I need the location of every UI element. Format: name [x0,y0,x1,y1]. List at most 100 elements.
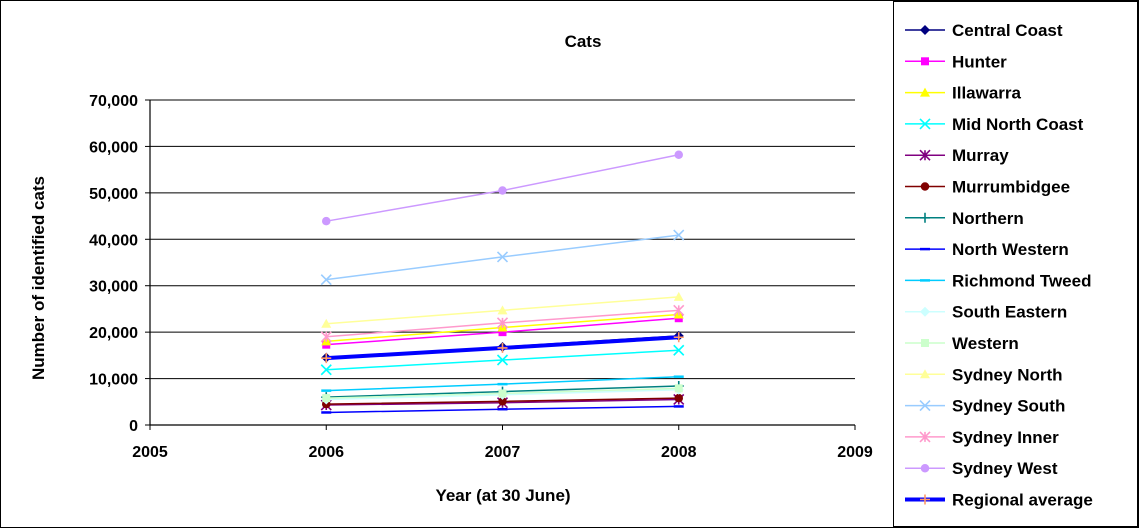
series-mid-north-coast [320,344,685,376]
data-point [921,57,929,66]
series-richmond-tweed [321,375,684,392]
y-tick-label: 30,000 [89,279,138,296]
data-point [919,431,931,443]
marker-circle [674,150,683,160]
legend-label: Richmond Tweed [952,271,1091,290]
marker-square [921,339,929,347]
x-tick-label: 2009 [837,444,873,461]
marker-diamond [920,306,930,317]
marker-x [320,274,332,286]
data-point [498,389,507,398]
marker-star [673,304,685,316]
y-axis-title: Number of identified cats [29,176,48,380]
data-point [496,354,509,366]
marker-plus [920,494,930,505]
data-point [920,306,930,317]
legend: Central Coast Hunter Illawarra Mid North Co… [905,21,1093,510]
data-point [498,328,507,337]
data-point [673,344,685,356]
marker-plus [673,332,684,343]
marker-star [919,149,931,161]
data-point [498,397,507,406]
legend-item: Sydney South [905,397,1065,416]
legend-item: Hunter [905,52,1007,71]
series-regional-average [321,332,684,364]
legend-label: Northern [952,209,1024,228]
legend-label: Sydney West [952,459,1058,478]
legend-item: South Eastern [905,303,1067,322]
data-point [920,87,930,97]
x-tick-label: 2008 [661,444,697,461]
data-point [673,332,684,343]
marker-plus [920,212,930,223]
series-western [322,384,683,403]
data-point [498,186,507,195]
marker-square [498,389,507,398]
data-point [322,394,331,403]
legend-item: Sydney North [905,365,1063,384]
marker-plus [497,342,508,353]
marker-triangle [497,305,508,315]
data-point [321,353,332,364]
marker-triangle [321,318,332,328]
legend-item: Illawarra [905,84,1022,103]
legend-item: Murrumbidgee [905,178,1070,197]
data-point [920,182,930,191]
series-north-western [321,405,684,414]
y-tick-label: 50,000 [89,186,138,203]
data-point [497,305,508,315]
legend-item: Central Coast [905,21,1063,40]
y-tick-label: 60,000 [89,139,138,156]
data-point [496,251,509,263]
data-point [921,339,929,347]
series-layer [320,150,685,414]
legend-item: Murray [905,146,1009,165]
marker-square [921,57,929,66]
data-point [674,393,683,403]
y-tick-label: 10,000 [89,372,138,389]
legend-label: Illawarra [952,84,1022,103]
legend-item: North Western [905,240,1069,259]
marker-x [919,400,931,412]
marker-diamond [920,25,930,35]
x-tick-label: 2007 [485,444,521,461]
marker-circle [322,216,331,226]
data-point [920,25,930,35]
marker-circle [920,463,930,473]
marker-x [496,251,509,263]
legend-item: Northern [905,209,1024,228]
marker-plus [321,353,332,364]
legend-label: North Western [952,240,1069,259]
data-point [920,369,930,379]
marker-square [322,394,331,403]
axes: 0 10,000 20,000 30,000 40,000 50,000 60,000 70,… [89,93,873,461]
data-point [920,212,930,223]
x-tick-label: 2005 [132,444,168,461]
legend-item: Western [905,334,1019,353]
data-point [321,318,332,328]
legend-item: Sydney West [905,459,1058,478]
marker-star [919,431,931,443]
marker-square [674,384,683,393]
data-point [920,463,930,473]
legend-item: Richmond Tweed [905,271,1091,290]
data-point [920,494,930,505]
series-sydney-west [322,150,683,226]
data-point [919,400,931,412]
marker-x [673,344,685,356]
marker-circle [498,397,507,406]
legend-label: Central Coast [952,21,1063,40]
legend-label: Regional average [952,491,1093,510]
legend-item: Sydney Inner [905,428,1059,447]
data-point [320,331,332,343]
marker-triangle [673,291,684,301]
marker-square [498,328,507,337]
y-tick-label: 0 [129,418,138,435]
data-point [673,291,684,301]
data-point [673,229,685,241]
legend-label: Sydney South [952,397,1065,416]
marker-x [919,118,931,130]
legend-label: South Eastern [952,303,1067,322]
